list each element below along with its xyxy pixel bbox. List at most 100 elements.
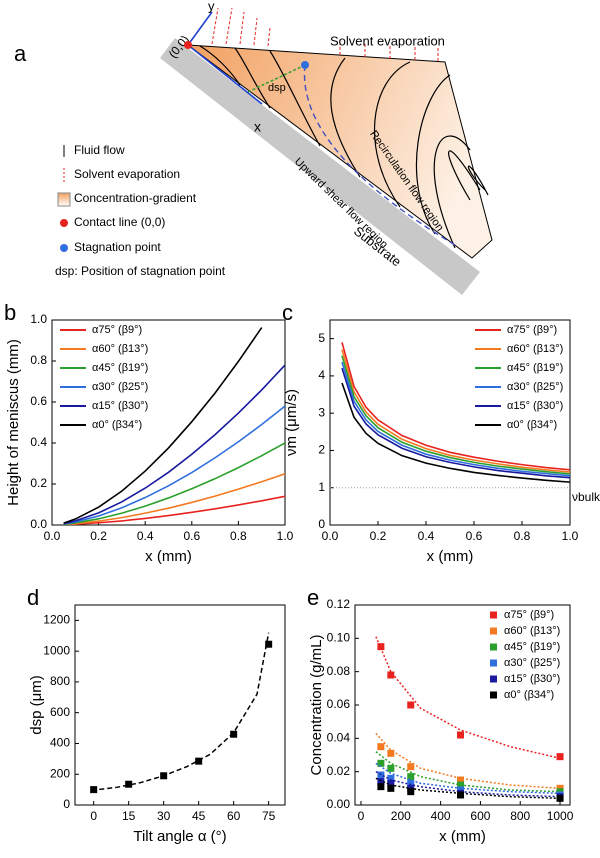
legend-text: Contact line (0,0) xyxy=(74,215,165,229)
point xyxy=(387,764,395,772)
point xyxy=(387,784,395,792)
panel: c 0.0 0.2 0.4 0.6 0.8 1.0 0 1 2 3 4 5 x (mm) νm (μm/s)… xyxy=(282,300,600,565)
y-tick-label: 0 xyxy=(63,797,70,811)
panel: b 0.0 0.2 0.4 0.6 0.8 1.0 0.0 0.2 0.4 0.6 0.8 1.0 x (… xyxy=(4,300,294,565)
legend-label: α15° (β30°) xyxy=(507,400,563,412)
series-line xyxy=(341,382,570,483)
x-tick-label: 15 xyxy=(122,809,136,823)
y-axis-label: Height of meniscus (mm) xyxy=(5,339,22,506)
y-tick-label: 0.6 xyxy=(30,394,47,408)
axis-y-label: y xyxy=(208,0,215,13)
fit-line xyxy=(375,636,561,760)
point xyxy=(377,778,385,786)
legend-label: α75° (β9°) xyxy=(92,324,142,336)
y-tick-label: 0.12 xyxy=(327,597,351,611)
point xyxy=(457,776,465,784)
y-tick-label: 5 xyxy=(318,331,325,345)
legend-label: α0° (β34°) xyxy=(504,689,554,701)
y-tick-label: 1200 xyxy=(43,613,70,627)
plot-frame xyxy=(74,604,286,806)
point xyxy=(230,730,238,738)
point xyxy=(457,731,465,739)
point xyxy=(407,788,415,796)
panel-label: e xyxy=(307,585,319,610)
x-tick-label: 0.0 xyxy=(44,529,61,543)
legend-text: Fluid flow xyxy=(74,143,125,157)
legend-swatch xyxy=(490,691,497,699)
y-tick-label: 1000 xyxy=(43,643,70,657)
fit-line xyxy=(91,632,270,792)
point xyxy=(387,779,395,787)
y-tick-label: 0.10 xyxy=(327,631,351,645)
x-axis-arrow xyxy=(187,44,263,105)
x-axis-label: x (mm) xyxy=(439,828,486,845)
legend: Fluid flow Solvent evaporation Concentra… xyxy=(55,143,226,278)
series-line xyxy=(63,327,263,524)
point xyxy=(377,783,385,791)
y-tick-label: 0.04 xyxy=(327,731,351,745)
point xyxy=(407,773,415,781)
y-tick-label: 1 xyxy=(318,480,325,494)
x-tick-label: 0.0 xyxy=(322,529,339,543)
series-line xyxy=(63,442,285,525)
legend-label: α0° (β34°) xyxy=(92,419,142,431)
stagnation-point xyxy=(301,61,309,69)
legend-label: α75° (β9°) xyxy=(507,324,557,336)
legend-label: α60° (β13°) xyxy=(504,625,560,637)
series-line xyxy=(63,405,285,525)
y-tick-label: 0.2 xyxy=(30,476,47,490)
panel: e 0 200 400 600 800 1000 0.00 0.02 0.04 0.06 0.08 0.… xyxy=(307,585,574,845)
legend-label: α60° (β13°) xyxy=(507,343,563,355)
x-tick-label: 0 xyxy=(90,809,97,823)
x-tick-label: 800 xyxy=(510,809,530,823)
y-tick-label: 0 xyxy=(318,517,325,531)
x-axis-label: x (mm) xyxy=(427,548,474,565)
plot-frame xyxy=(51,319,286,526)
legend-swatch xyxy=(490,675,497,683)
point xyxy=(387,671,395,679)
legend-label: α45° (β19°) xyxy=(504,641,560,653)
x-tick-label: 0.8 xyxy=(230,529,247,543)
series-line xyxy=(341,355,570,475)
axis-x-label: x xyxy=(254,119,261,135)
fit-line xyxy=(375,777,561,800)
legend-label: α30° (β25°) xyxy=(92,381,148,393)
series-line xyxy=(341,367,570,479)
x-tick-label: 1.0 xyxy=(277,529,294,543)
legend-label: α15° (β30°) xyxy=(92,400,148,412)
series-line xyxy=(63,495,285,525)
evaporation-label: Solvent evaporation xyxy=(330,33,445,48)
legend-icon xyxy=(57,192,71,207)
x-tick-label: 1.0 xyxy=(562,529,579,543)
dsp-marker xyxy=(247,65,304,93)
x-tick-label: 30 xyxy=(157,809,171,823)
x-tick-label: 0 xyxy=(358,809,365,823)
x-tick-label: 0.2 xyxy=(90,529,107,543)
point xyxy=(377,759,385,767)
y-tick-label: 800 xyxy=(50,674,70,688)
y-tick-label: 400 xyxy=(50,736,70,750)
panel-label: d xyxy=(27,585,39,610)
substrate xyxy=(160,38,480,295)
dsp-label: dsp xyxy=(268,82,286,94)
legend-label: α60° (β13°) xyxy=(92,343,148,355)
plot-frame xyxy=(329,319,571,526)
evaporation-arrows xyxy=(211,7,439,61)
legend-text: Stagnation point xyxy=(74,240,161,254)
legend-label: α30° (β25°) xyxy=(504,657,560,669)
y-tick-label: 0.00 xyxy=(327,797,351,811)
point xyxy=(125,780,133,788)
y-tick-label: 200 xyxy=(50,766,70,780)
series-line xyxy=(341,342,570,471)
y-tick-label: 2 xyxy=(318,443,325,457)
legend-label: α15° (β30°) xyxy=(504,673,560,685)
legend-label: α75° (β9°) xyxy=(504,609,554,621)
point xyxy=(556,794,564,802)
y-axis-label: Concentration (g/mL) xyxy=(308,635,325,776)
series-line xyxy=(341,361,570,477)
point xyxy=(407,779,415,787)
fit-line xyxy=(375,732,561,790)
point xyxy=(387,774,395,782)
y-tick-label: 600 xyxy=(50,705,70,719)
series-line xyxy=(63,364,285,525)
